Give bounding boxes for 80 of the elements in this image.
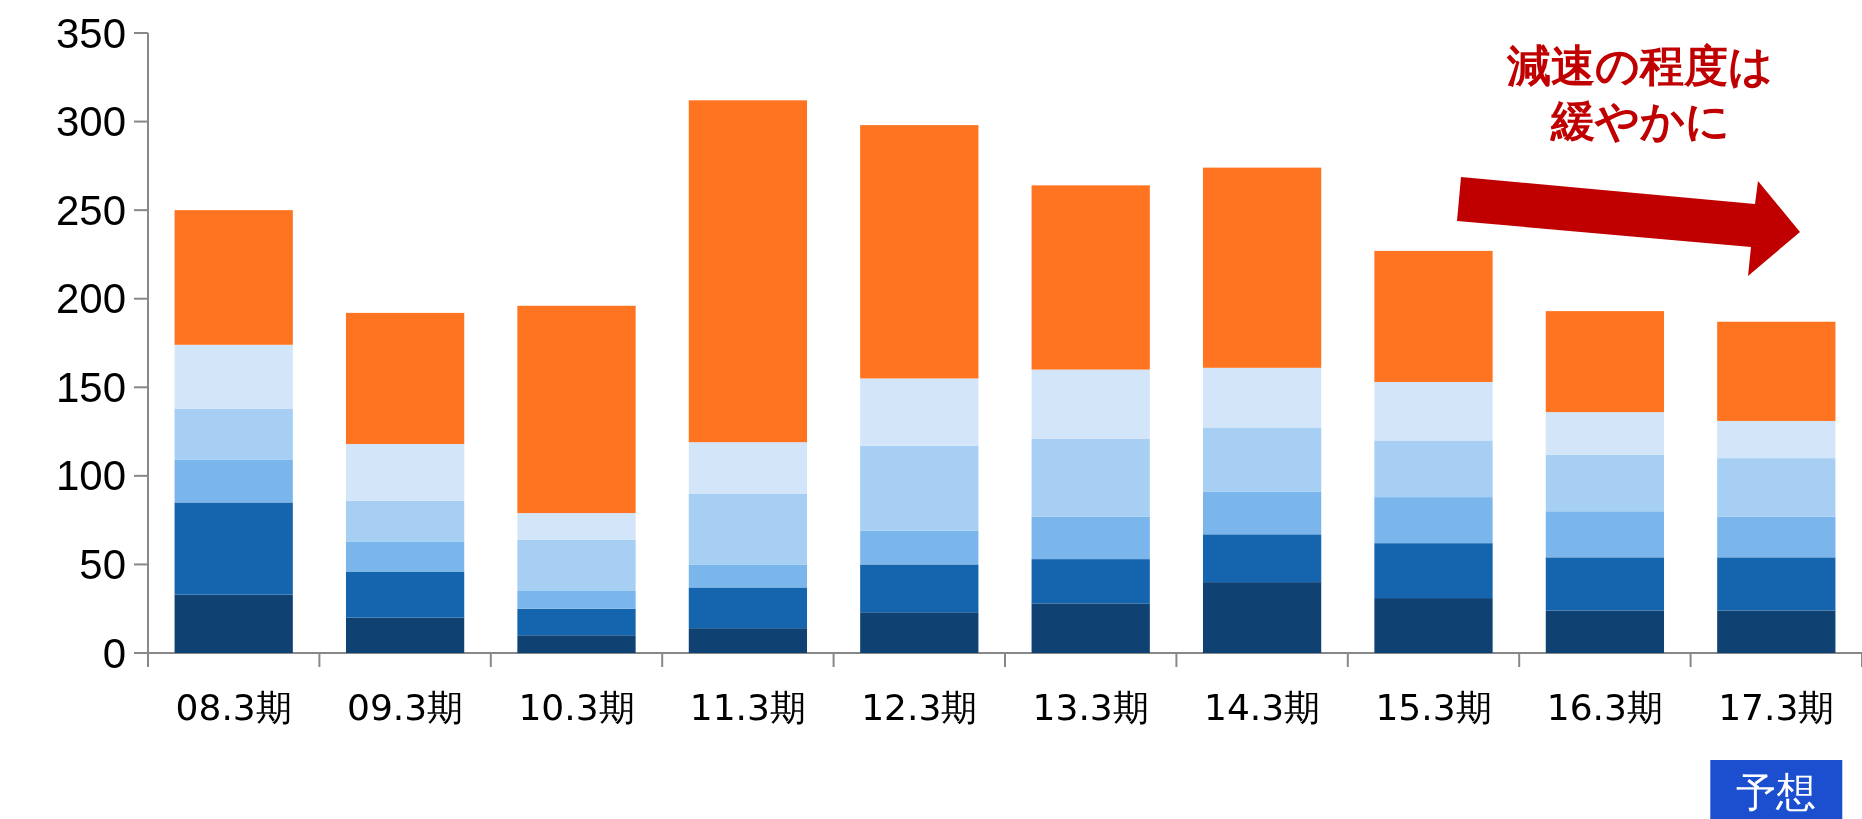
bar [688, 564, 808, 588]
bar [1031, 559, 1150, 604]
x-tick-label: 15.3期 [1375, 687, 1492, 728]
bar [860, 564, 979, 613]
bar [174, 344, 293, 409]
bar [345, 617, 465, 653]
bar [1545, 311, 1665, 413]
bar [1545, 412, 1665, 455]
x-tick-label: 10.3期 [518, 687, 635, 728]
bar [688, 442, 808, 494]
bar [1717, 610, 1836, 653]
y-tick-label: 150 [55, 363, 126, 411]
bar [688, 100, 808, 443]
bar [860, 378, 979, 446]
bar [860, 125, 979, 379]
bar [1374, 497, 1493, 544]
y-tick-label: 0 [102, 629, 126, 677]
bar [1374, 440, 1493, 498]
y-tick-label: 100 [55, 452, 126, 500]
y-tick-label: 250 [55, 186, 126, 234]
bar [1374, 543, 1493, 599]
bar [517, 305, 636, 514]
y-tick-label: 50 [79, 540, 126, 588]
bar [860, 445, 979, 531]
x-tick-label: 14.3期 [1204, 687, 1321, 728]
bar [174, 210, 293, 345]
bar [345, 443, 465, 501]
bar [1717, 458, 1836, 517]
bar [860, 612, 979, 653]
bar [1374, 381, 1493, 441]
bar [517, 608, 636, 636]
bar [860, 530, 979, 565]
y-tick-label: 200 [55, 275, 126, 323]
bar [1374, 250, 1493, 382]
bar [1545, 610, 1665, 653]
bar [1374, 598, 1493, 653]
forecast-label: 予想 [1710, 760, 1843, 819]
bar [517, 513, 636, 540]
bar [1545, 454, 1665, 512]
x-tick-label: 08.3期 [175, 687, 292, 728]
bar [517, 635, 636, 653]
bar [1202, 491, 1322, 535]
bar [1031, 603, 1150, 653]
bar [345, 541, 465, 572]
x-tick-label: 17.3期 [1718, 687, 1835, 728]
bar [1202, 428, 1322, 492]
bar [174, 502, 293, 595]
y-tick-label: 300 [55, 98, 126, 146]
y-tick-label: 350 [55, 9, 126, 57]
bar [1202, 534, 1322, 583]
bar [1031, 516, 1150, 560]
bar [1031, 438, 1150, 517]
bar [345, 571, 465, 618]
bar [517, 539, 636, 591]
bar [517, 591, 636, 609]
x-tick-label: 13.3期 [1032, 687, 1149, 728]
bar [174, 459, 293, 503]
bar [345, 500, 465, 542]
bar [174, 408, 293, 460]
bar [688, 587, 808, 629]
x-tick-label: 11.3期 [689, 687, 806, 728]
bar [1545, 511, 1665, 558]
bar [1202, 582, 1322, 653]
bar [1717, 420, 1836, 459]
bar [688, 493, 808, 565]
bar [345, 312, 465, 444]
bar [1202, 367, 1322, 429]
bar [1202, 167, 1322, 368]
bar [688, 628, 808, 653]
x-tick-label: 12.3期 [861, 687, 978, 728]
bar [174, 594, 293, 653]
bar [1717, 557, 1836, 611]
annotation: 減速の程度は緩やかに [1506, 39, 1774, 148]
x-tick-label: 16.3期 [1546, 687, 1663, 728]
x-tick-label: 09.3期 [347, 687, 464, 728]
bar [1545, 557, 1665, 611]
bar [1031, 369, 1150, 439]
bar [1717, 516, 1836, 558]
bar [1717, 321, 1836, 421]
bar [1031, 185, 1150, 370]
